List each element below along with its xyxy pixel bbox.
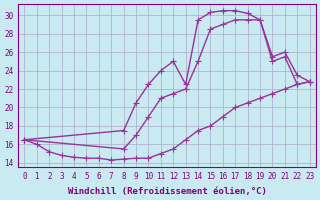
X-axis label: Windchill (Refroidissement éolien,°C): Windchill (Refroidissement éolien,°C) xyxy=(68,187,267,196)
